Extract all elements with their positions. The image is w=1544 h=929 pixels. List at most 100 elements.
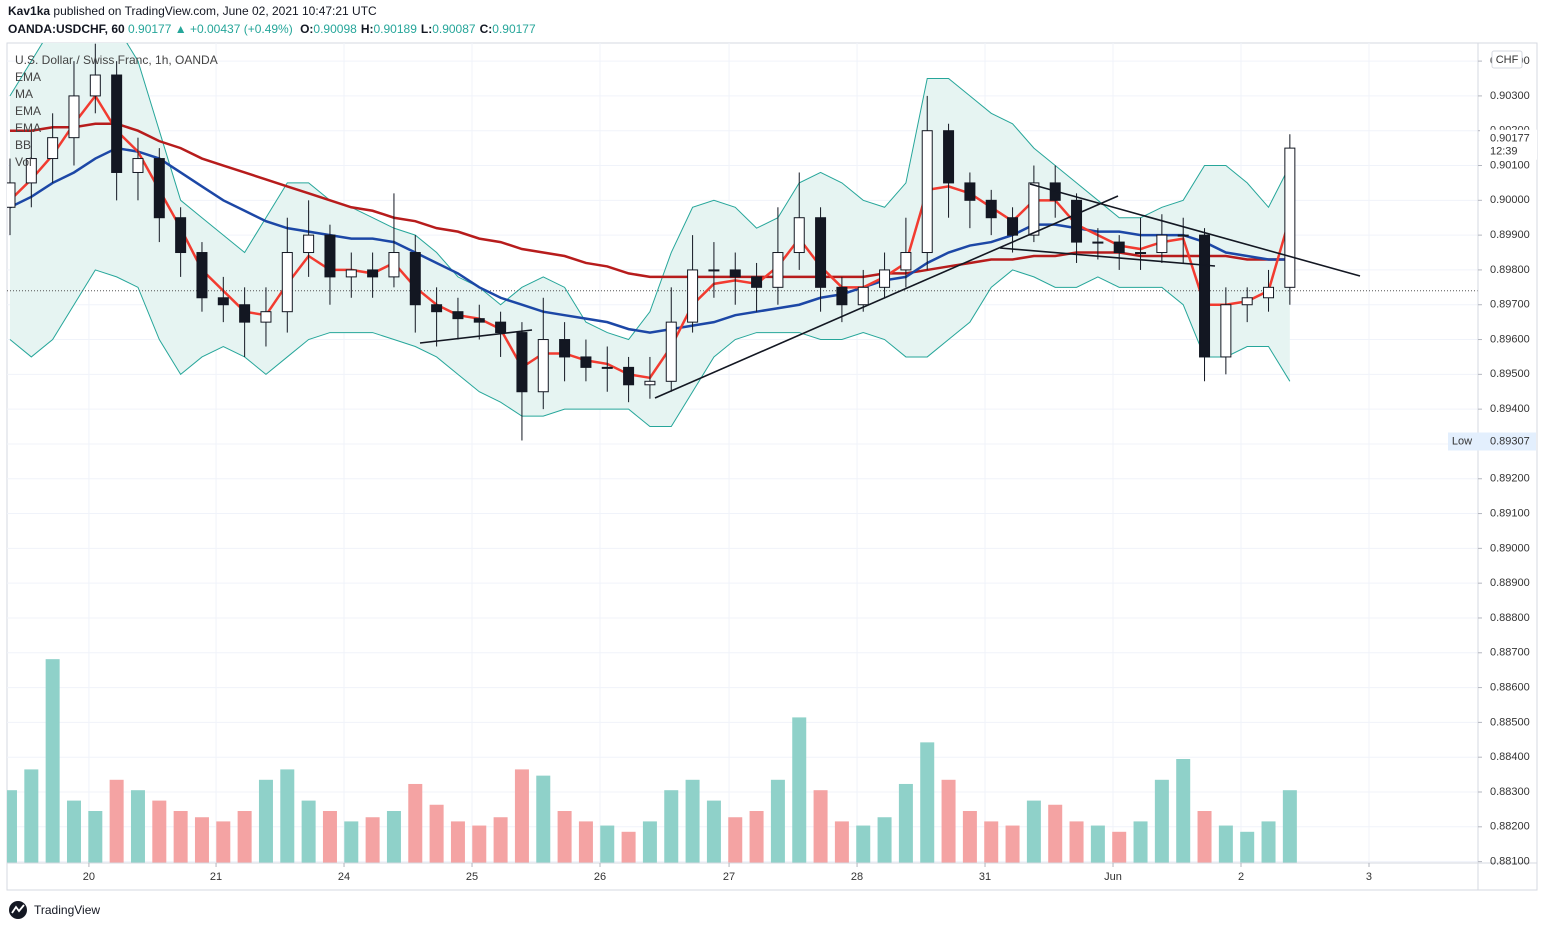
trend-line — [1029, 183, 1361, 277]
candle-body — [623, 366, 635, 386]
volume-bar — [536, 775, 551, 863]
candle-body — [1220, 304, 1232, 358]
axes: 0.88100 0.88200 0.88300 0.88400 0.88500 0.886… — [83, 55, 1537, 883]
candle-body — [153, 158, 165, 219]
candle-body — [921, 130, 933, 254]
volume-bar — [88, 811, 103, 863]
candle-body — [815, 217, 827, 288]
last-price-label: 0.90177 — [1490, 133, 1530, 145]
volume-bar — [237, 811, 252, 863]
candle-body — [580, 356, 592, 368]
ohlc-label: H: — [360, 22, 374, 36]
drawings — [419, 183, 1361, 399]
last-price: 0.90177 — [128, 22, 172, 36]
indicator-label: BB — [15, 138, 32, 152]
volume-bar — [1154, 779, 1169, 863]
volume-bar — [1240, 831, 1255, 863]
volume-bar — [109, 779, 124, 863]
candle-body — [1028, 182, 1040, 236]
candle-body — [345, 269, 357, 278]
volume-bar — [365, 817, 380, 863]
candle-body — [196, 252, 208, 299]
volume-bar — [173, 811, 188, 863]
candle-body — [772, 252, 784, 288]
band-fill — [9, 43, 1290, 427]
volume-bar — [578, 821, 593, 863]
ohlc-label: O: — [300, 22, 314, 36]
volume-bar — [1261, 821, 1276, 863]
candle-body — [388, 252, 400, 278]
candle-body — [281, 252, 293, 313]
candle-body — [1284, 147, 1296, 288]
candle-body — [260, 311, 272, 323]
candle-body — [1177, 234, 1189, 237]
volume-bar — [664, 790, 679, 863]
candle-body — [89, 74, 101, 97]
candle-body — [175, 217, 187, 254]
volume-bar — [685, 779, 700, 863]
x-tick-label: 27 — [723, 871, 735, 883]
candle-body — [25, 158, 37, 184]
candle-body — [793, 217, 805, 254]
volume-bar — [322, 811, 337, 863]
low-tag-value: 0.89307 — [1490, 435, 1530, 447]
y-tick-label: 0.88900 — [1490, 577, 1530, 589]
candle-body — [943, 130, 955, 184]
x-tick-label: 21 — [210, 871, 222, 883]
currency-box — [1491, 50, 1523, 69]
volume-bar — [280, 769, 295, 863]
candle-body — [1241, 297, 1253, 306]
volume-bar — [1026, 800, 1041, 863]
volume-bar — [472, 825, 487, 863]
candle-body — [1156, 234, 1168, 254]
low-tag-name: Low — [1452, 435, 1472, 447]
volume-bar — [258, 779, 273, 863]
ohlc: O:0.90098 H:0.90189 L:0.90087 C:0.90177 — [296, 22, 536, 36]
volume-bar — [770, 779, 785, 863]
candle-body — [559, 339, 571, 358]
legend-title: U.S. Dollar / Swiss Franc, 1h, OANDA — [15, 53, 218, 67]
volume-bar — [834, 821, 849, 863]
x-tick-label: 26 — [594, 871, 606, 883]
candle-body — [516, 332, 528, 393]
volume-bar — [984, 821, 999, 863]
x-tick-label: 31 — [979, 871, 991, 883]
volume-bar — [493, 817, 508, 863]
candle-body — [900, 252, 912, 271]
y-tick-label: 0.89800 — [1490, 264, 1530, 276]
volume-bar — [24, 769, 39, 863]
candle-body — [409, 252, 421, 306]
candle-body — [857, 286, 869, 306]
volume-bar — [749, 811, 764, 863]
band-upper — [9, 43, 1291, 341]
candle-body — [708, 269, 720, 272]
y-tick-label: 0.90100 — [1490, 159, 1530, 171]
volume-bar — [1005, 825, 1020, 863]
x-tick-label: Jun — [1104, 871, 1122, 883]
volume-bar — [1112, 831, 1127, 863]
candle-body — [687, 269, 699, 323]
y-tick-label: 0.89100 — [1490, 507, 1530, 519]
volume-bar — [344, 821, 359, 863]
y-tick-label: 0.88800 — [1490, 612, 1530, 624]
logo — [9, 901, 27, 919]
volume-bar — [1090, 825, 1105, 863]
candle-body — [239, 304, 251, 323]
volume-bar — [216, 821, 231, 863]
volume-bar — [920, 742, 935, 863]
volume-bar — [600, 825, 615, 863]
candle-body — [324, 234, 336, 278]
volume-bar — [792, 717, 807, 863]
volume-bar — [856, 825, 871, 863]
y-tick-label: 0.89500 — [1490, 368, 1530, 380]
ohlc-value: 0.90087 — [432, 22, 476, 36]
ohlc-value: 0.90177 — [492, 22, 536, 36]
candle-body — [217, 297, 229, 306]
y-tick-label: 0.89600 — [1490, 333, 1530, 345]
candle-body — [68, 95, 80, 139]
candle-body — [473, 318, 485, 323]
candle-body — [751, 276, 763, 288]
x-tick-label: 25 — [466, 871, 478, 883]
